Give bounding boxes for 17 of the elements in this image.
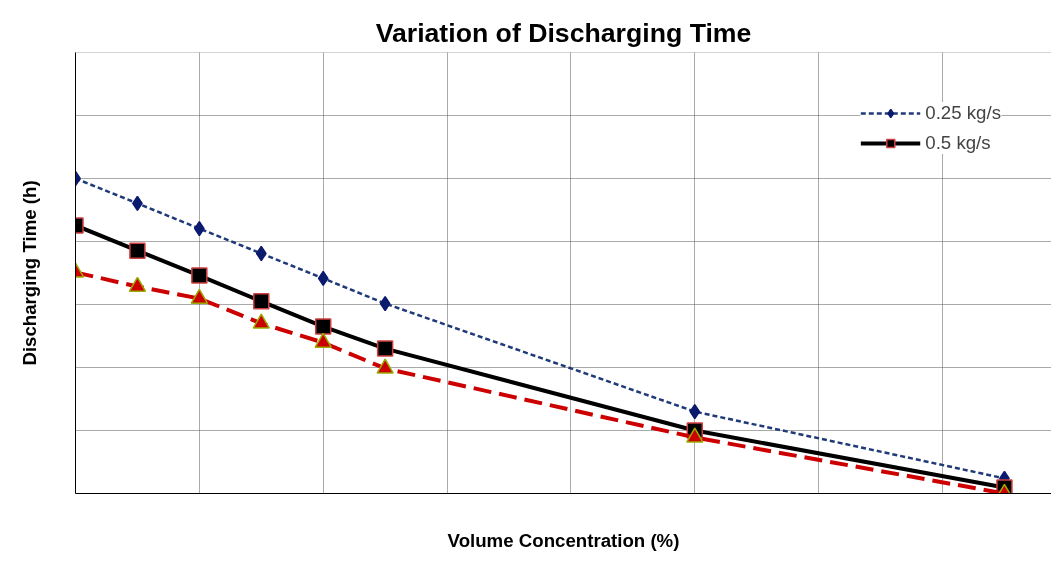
- point: [379, 295, 391, 312]
- point: [253, 293, 270, 310]
- point: [193, 220, 205, 237]
- legend-label: 0.5 kg/s: [925, 132, 991, 154]
- point: [191, 267, 208, 284]
- y-axis-title: Discharging Time (h): [18, 180, 40, 366]
- point: [317, 270, 329, 287]
- point: [689, 403, 701, 420]
- legend-label: 0.25 kg/s: [925, 102, 1001, 124]
- point: [376, 340, 394, 357]
- point: [376, 358, 394, 374]
- point: [686, 427, 704, 443]
- x-axis-title: Volume Concentration (%): [447, 529, 680, 551]
- point: [314, 318, 332, 335]
- chart-title: Variation of Discharging Time: [375, 17, 752, 48]
- point: [129, 242, 146, 259]
- point: [255, 245, 267, 262]
